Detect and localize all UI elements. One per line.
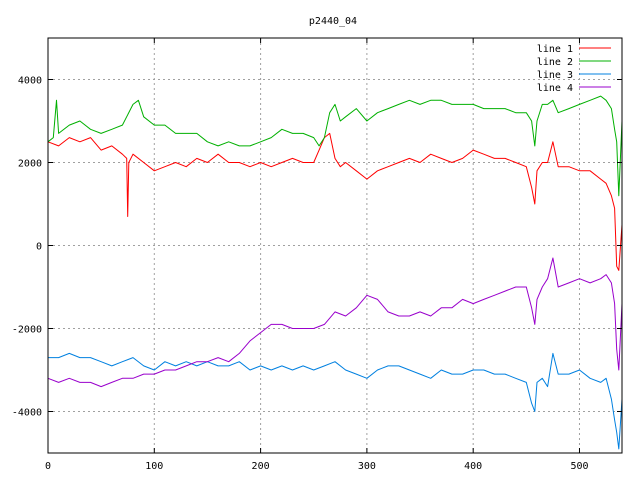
y-tick-label: 0 (36, 242, 42, 253)
y-tick-label: 4000 (18, 76, 42, 87)
legend-label-3: line 3 (537, 70, 573, 81)
x-tick-label: 200 (252, 461, 270, 472)
x-tick-label: 400 (464, 461, 482, 472)
x-tick-label: 500 (570, 461, 588, 472)
y-tick-label: -2000 (12, 325, 42, 336)
series-lines (47, 95, 623, 450)
y-tick-label: -4000 (12, 408, 42, 419)
series-line-2 (47, 95, 623, 197)
legend-label-4: line 4 (537, 83, 573, 94)
legend-label-1: line 1 (537, 44, 573, 55)
x-tick-label: 100 (145, 461, 163, 472)
axes: 0 100 200 300 400 500 -4000 -2000 0 2000 4000 (12, 37, 623, 472)
x-tick-label: 0 (45, 461, 51, 472)
chart-title: p2440_04 (309, 16, 357, 27)
series-line-1 (47, 132, 623, 271)
legend-label-2: line 2 (537, 57, 573, 68)
series-line-3 (48, 352, 623, 450)
series-line-4 (47, 257, 623, 388)
y-tick-label: 2000 (18, 159, 42, 170)
legend: line 1 line 2 line 3 line 4 (537, 44, 611, 94)
x-tick-label: 300 (358, 461, 376, 472)
